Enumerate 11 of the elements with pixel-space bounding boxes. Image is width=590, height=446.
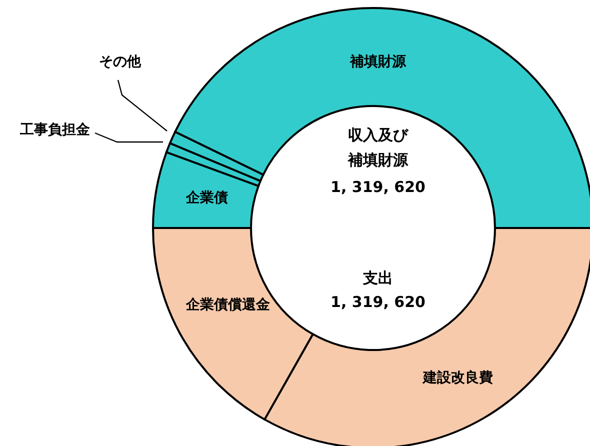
slice-label: 工事負担金 [19, 122, 91, 138]
text: 支出 [362, 269, 393, 287]
slice-label: 補填財源 [349, 53, 407, 70]
slice-label: 企業債償還金 [185, 297, 271, 313]
text: 1, 319, 620 [330, 293, 426, 311]
text: 補填財源 [347, 151, 409, 169]
slice-label: 企業債 [185, 190, 228, 206]
slice-label: 建設改良費 [422, 369, 493, 386]
text: 1, 319, 620 [330, 178, 426, 196]
slice-label: その他 [99, 54, 142, 70]
text: 収入及び [348, 126, 409, 144]
